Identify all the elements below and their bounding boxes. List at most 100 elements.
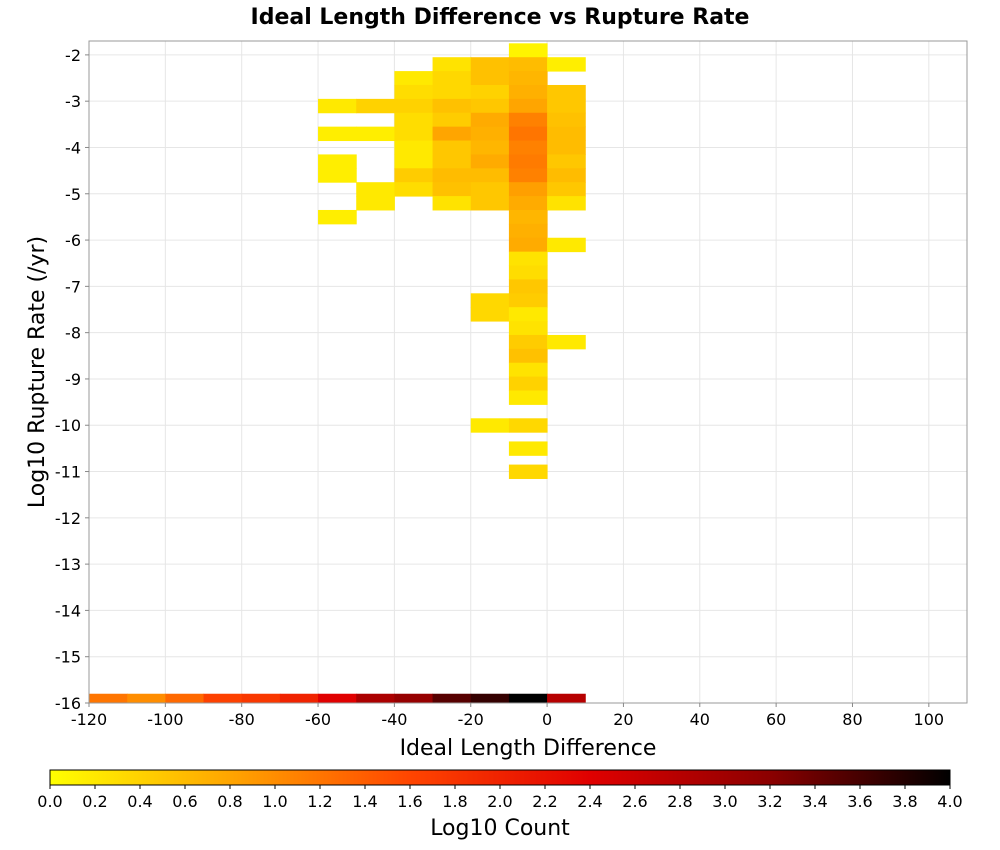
heatmap-cell: [547, 154, 586, 169]
heatmap-cell: [394, 693, 434, 704]
y-tick-label: -12: [55, 509, 81, 528]
heatmap-cell: [470, 71, 510, 86]
heatmap-cell: [470, 307, 510, 322]
y-tick-label: -16: [55, 694, 81, 713]
heatmap-cell: [203, 693, 243, 704]
colorbar-tick-label: 1.4: [352, 792, 377, 811]
heatmap-cell: [508, 154, 548, 169]
heatmap-cell: [394, 112, 434, 128]
y-tick-label: -11: [55, 463, 81, 482]
x-tick-label: -60: [305, 710, 331, 729]
heatmap-cell: [241, 693, 281, 704]
colorbar-tick-label: 1.8: [442, 792, 467, 811]
heatmap-cell: [470, 418, 510, 433]
heatmap-cell: [356, 196, 395, 211]
colorbar-tick-label: 0.2: [82, 792, 107, 811]
chart-title: Ideal Length Difference vs Rupture Rate: [251, 5, 750, 30]
heatmap-cell: [508, 57, 548, 72]
heatmap-cell: [508, 43, 548, 58]
heatmap-cell: [508, 390, 548, 405]
y-tick-label: -7: [65, 277, 81, 296]
colorbar-tick-label: 1.0: [262, 792, 287, 811]
heatmap-cell: [508, 265, 548, 280]
heatmap-cell: [394, 154, 434, 169]
heatmap-cell: [508, 196, 548, 211]
heatmap-cell: [508, 71, 548, 86]
heatmap-cell: [356, 182, 395, 197]
heatmap-cell: [470, 140, 510, 155]
x-tick-label: 60: [766, 710, 786, 729]
y-tick-label: -2: [65, 46, 81, 65]
heatmap-cell: [394, 84, 434, 100]
heatmap-cell: [508, 84, 548, 100]
heatmap-cell: [508, 418, 548, 433]
heatmap-cell: [318, 98, 357, 114]
heatmap-cell: [470, 112, 510, 128]
heatmap-cell: [432, 693, 472, 704]
heatmap-cell: [394, 140, 434, 155]
heatmap-cell: [356, 693, 395, 704]
heatmap-cell: [470, 293, 510, 308]
x-tick-label: -80: [229, 710, 255, 729]
heatmap-cell: [508, 251, 548, 267]
y-axis-ticks: -2 -3 -4 -5 -6 -7 -8 -9 -10 -11 -12 -13 -14 -15 -16: [55, 46, 89, 713]
heatmap-cell: [508, 693, 548, 704]
heatmap-cell: [318, 209, 357, 225]
heatmap-cell: [470, 126, 510, 142]
heatmap-cell: [547, 334, 586, 350]
heatmap-cell: [318, 693, 357, 704]
colorbar: [49, 769, 951, 786]
heatmap-cell: [356, 126, 395, 142]
colorbar-label: Log10 Count: [430, 816, 570, 841]
x-axis-label: Ideal Length Difference: [400, 736, 657, 761]
heatmap-cell: [394, 98, 434, 114]
heatmap-cell: [432, 112, 472, 128]
heatmap-cell: [547, 98, 586, 114]
heatmap-cell: [508, 348, 548, 364]
heatmap-cell: [508, 112, 548, 128]
heatmap-cell: [547, 84, 586, 100]
heatmap-cell: [470, 57, 510, 72]
heatmap-cell: [547, 182, 586, 197]
x-tick-label: -40: [381, 710, 407, 729]
y-tick-label: -15: [55, 648, 81, 667]
heatmap-cell: [432, 154, 472, 169]
heatmap-cell: [394, 168, 434, 183]
heatmap-cell: [318, 168, 357, 183]
colorbar-ticks: 0.0 0.2 0.4 0.6 0.8 1.0 1.2 1.4 1.6 1.8 2.0 2.2 2.4 2…: [37, 785, 963, 811]
heatmap-cell: [470, 168, 510, 183]
heatmap-cell: [432, 57, 472, 72]
heatmap-cell: [279, 693, 319, 704]
colorbar-tick-label: 3.0: [712, 792, 737, 811]
heatmap-cell: [432, 168, 472, 183]
y-tick-label: -3: [65, 92, 81, 111]
heatmap-cell: [432, 84, 472, 100]
colorbar-tick-label: 3.8: [892, 792, 917, 811]
heatmap-cell: [470, 154, 510, 169]
y-tick-label: -6: [65, 231, 81, 250]
y-tick-label: -10: [55, 416, 81, 435]
x-axis-ticks: -120 -100 -80 -60 -40 -20 0 20 40 60 80 100: [71, 703, 944, 729]
heatmap-cell: [508, 140, 548, 155]
heatmap-cell: [508, 126, 548, 142]
heatmap-cell: [547, 140, 586, 155]
heatmap-cell: [508, 168, 548, 183]
x-tick-label: 80: [842, 710, 862, 729]
heatmap-cell: [508, 307, 548, 322]
heatmap-cell: [508, 441, 548, 456]
heatmap-cell: [318, 126, 357, 142]
heatmap-cell: [547, 57, 586, 72]
colorbar-tick-label: 2.8: [667, 792, 692, 811]
y-axis-label: Log10 Rupture Rate (/yr): [25, 236, 50, 508]
heatmap-cell: [508, 464, 548, 479]
colorbar-tick-label: 3.4: [802, 792, 827, 811]
heatmap-cell: [318, 154, 357, 169]
heatmap-cell: [547, 126, 586, 142]
y-tick-label: -13: [55, 555, 81, 574]
heatmap-cell: [470, 98, 510, 114]
heatmap-cell: [432, 196, 472, 211]
heatmap-cell: [508, 279, 548, 294]
heatmap-cell: [508, 321, 548, 336]
heatmap-cell: [508, 223, 548, 239]
